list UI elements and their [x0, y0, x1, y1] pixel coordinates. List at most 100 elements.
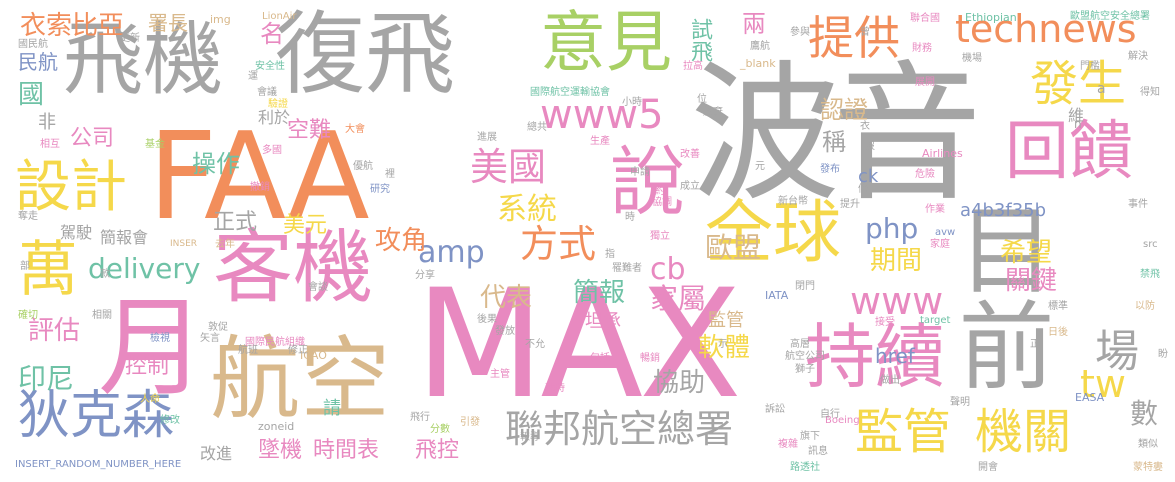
- word-report: 報導: [520, 432, 540, 443]
- word-aircraft: 飛機: [63, 13, 223, 106]
- word-share: 分享: [415, 270, 435, 281]
- word-director: 署長: [148, 11, 188, 35]
- word-two: 兩: [742, 10, 766, 38]
- word-system: 系統: [497, 192, 557, 227]
- word-last-year: 去年: [215, 239, 235, 250]
- word-produce: 生產: [590, 136, 610, 147]
- word-return-flight: 復飛: [275, 2, 455, 107]
- word-eagle-air: 鷹航: [750, 41, 770, 52]
- word-exact: 確切: [18, 310, 38, 321]
- word-boeing: 波音: [690, 48, 982, 222]
- word-meeting: 會議: [257, 87, 277, 98]
- word-provide: 提供: [808, 11, 900, 65]
- word-airlines: Airlines: [922, 147, 963, 160]
- word-victims: 罹難者: [612, 263, 642, 274]
- word-country: 國: [18, 80, 45, 110]
- word-icao: ICAO: [300, 349, 327, 362]
- word-research: 研究: [370, 184, 390, 195]
- word-indonesia: 印尼: [18, 362, 75, 395]
- word-threshold: 門檻: [1080, 61, 1100, 72]
- word-improve: 改進: [200, 444, 233, 463]
- word-aviation: 航空: [210, 327, 390, 432]
- word-happen: 發生: [1030, 56, 1127, 112]
- word-operation: 作業: [925, 204, 945, 215]
- word-consequence: 後果: [477, 314, 497, 325]
- word-about: 約: [655, 186, 665, 197]
- word-total: 總共: [527, 122, 547, 133]
- word-ethiopia: 衣索比亞: [20, 11, 125, 41]
- word-avw: avw: [935, 227, 956, 238]
- word-positive: 正: [1030, 339, 1040, 350]
- word-message: 訊息: [808, 446, 828, 457]
- word-independent: 獨立: [650, 231, 670, 242]
- word-ban: 禁飛: [1140, 269, 1160, 280]
- word-finance: 財務: [912, 43, 932, 54]
- word-position: 位: [697, 94, 707, 105]
- word-fraction: 分數: [430, 424, 450, 435]
- word-crash: 墜機: [258, 438, 303, 463]
- word-publish: 發布: [820, 164, 840, 175]
- word-enhance: 提升: [840, 199, 860, 210]
- word-amp: amp: [418, 235, 485, 270]
- word-lionair: LionAir: [262, 11, 297, 22]
- word-faa-chinese: 聯邦航空總署: [505, 407, 734, 451]
- word-icao-chinese: 國際民航組織: [245, 337, 305, 348]
- word-model: 款: [100, 269, 110, 280]
- word-distribute: 發放: [495, 326, 515, 337]
- word-technews: technews: [955, 7, 1137, 51]
- word-certify: 認證: [820, 96, 868, 124]
- word-ameliorate: 改善: [680, 149, 700, 160]
- word-href: href: [875, 344, 915, 368]
- word-point: 指: [605, 249, 615, 260]
- word-faa: FAA: [148, 108, 370, 247]
- word-prevent: 以防: [1135, 301, 1155, 312]
- word-method: 方式: [520, 222, 597, 266]
- word-complex: 複雜: [778, 439, 798, 450]
- word-n: n: [1074, 117, 1082, 131]
- word-verify: 驗證: [268, 99, 288, 110]
- word-hour-short: 時: [625, 212, 635, 223]
- word-evaluate: 評估: [28, 316, 81, 346]
- word-inside: 裡: [385, 169, 395, 180]
- word-give-up: 放棄: [703, 107, 723, 118]
- word-say: 說: [610, 138, 686, 226]
- word-global: 全球: [705, 194, 842, 273]
- word-danger: 危險: [915, 169, 935, 180]
- word-dickson: 狄克森: [18, 386, 175, 446]
- word-zoneid: zoneid: [258, 420, 295, 433]
- word-families: 家屬: [650, 282, 707, 315]
- word-closed-door: 閉門: [795, 281, 815, 292]
- word-regulate: 監管: [855, 404, 952, 460]
- word-easa-chinese: 歐盟航空安全總署: [1070, 11, 1150, 22]
- word-cb: cb: [650, 252, 686, 287]
- word-conference: 大會: [345, 124, 365, 135]
- word-hope-short: 盼: [1158, 349, 1168, 360]
- word-design: 設計: [15, 155, 127, 220]
- word-timetable: 時間表: [313, 438, 380, 463]
- word-lawsuit: 訴訟: [765, 404, 785, 415]
- word-continue: 持續: [805, 316, 945, 398]
- word-fund: 基金: [145, 139, 165, 150]
- word-include: 包括: [590, 353, 610, 364]
- word-show: 示: [718, 339, 728, 350]
- word-mutual: 相互: [40, 139, 60, 150]
- word-eu: 歐盟: [705, 231, 762, 264]
- word-solve: 解決: [1128, 51, 1148, 62]
- word-blank: _blank: [740, 57, 776, 70]
- word-src: src: [1143, 239, 1158, 250]
- word-operate: 操作: [192, 150, 240, 178]
- word-hour: 小時: [622, 97, 642, 108]
- word-beneficial: 利於: [258, 108, 291, 127]
- word-standard: 標準: [1048, 301, 1068, 312]
- word-future: 日後: [1048, 327, 1068, 338]
- word-represent: 代表: [480, 283, 533, 313]
- word-launch: 展開: [915, 77, 935, 88]
- word-modify: 修改: [160, 415, 180, 426]
- word-learn: 得知: [1140, 87, 1160, 98]
- word-flight-number: 航班: [238, 345, 258, 356]
- word-insert-random: INSERT_RANDOM_NUMBER_HERE: [15, 459, 182, 470]
- word-not: 非: [38, 112, 56, 133]
- word-clause: 條: [858, 184, 868, 195]
- word-civil-aviation: 民航: [18, 50, 58, 74]
